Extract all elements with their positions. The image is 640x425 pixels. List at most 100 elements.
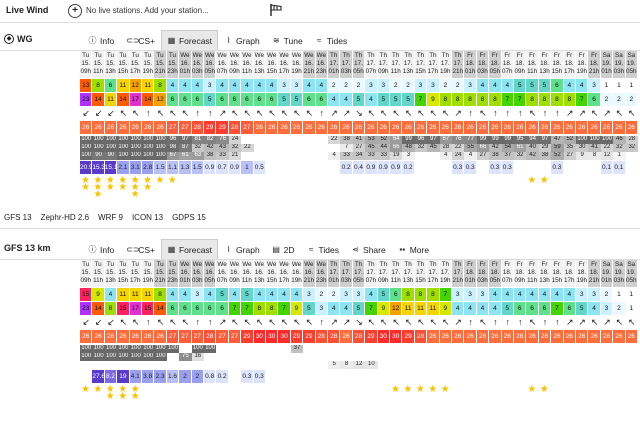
time-days: Fr <box>566 52 573 59</box>
windsock-icon[interactable] <box>269 3 283 17</box>
wind-arrow-icon: ↖ <box>231 108 239 118</box>
tab-2d[interactable]: ▤ 2D <box>266 239 301 260</box>
plus-circle-icon[interactable]: + <box>68 4 82 18</box>
tab-forecast[interactable]: ▦ Forecast <box>160 239 219 259</box>
cloud-cell: 81 <box>191 136 204 144</box>
tab-graph[interactable]: ⌇ Graph <box>218 30 266 51</box>
cloud-cell <box>340 345 353 353</box>
temperature-cell: 26 <box>452 330 465 343</box>
temperature-cell: 26 <box>538 330 552 343</box>
cloud-cell: 21 <box>228 152 242 160</box>
cloud-cell <box>613 353 626 361</box>
wind-arrow-icon: ↖ <box>293 108 301 118</box>
wind-gust-cell: 3 <box>315 302 328 315</box>
tab-cs[interactable]: ⊂⊃ CS+ <box>120 239 161 260</box>
precip-cell <box>414 161 428 174</box>
wind-speed-cell: 12 <box>129 79 142 92</box>
temperature-cell: 29 <box>303 330 316 343</box>
time-header: Tu 15. 11h <box>92 260 105 287</box>
cloud-cell <box>278 152 291 160</box>
cloud-cell <box>228 361 242 369</box>
tab-label: Tides <box>318 244 340 255</box>
model-link[interactable]: Zephr-HD 2.6 <box>40 213 90 222</box>
wind-arrow-icon: ↙ <box>107 108 115 118</box>
cloud-cell: 24 <box>452 152 465 160</box>
temperature-cell: 26 <box>613 330 626 343</box>
time-hours: 21h <box>303 277 315 284</box>
wind-gust-cell: 15 <box>117 302 130 315</box>
model-link[interactable]: GFS 13 <box>4 213 32 222</box>
rating-star-icon: ★ <box>130 182 140 193</box>
tab-tune[interactable]: ≋ Tune <box>266 30 309 51</box>
cloud-cell: 28 <box>625 136 638 144</box>
time-days: We <box>192 52 202 59</box>
wind-arrow-icon: ↖ <box>256 108 264 118</box>
tab-graph[interactable]: ⌇ Graph <box>218 239 266 260</box>
model-link[interactable]: ICON 13 <box>131 213 164 222</box>
temperature-cell: 27 <box>179 121 192 134</box>
cloud-cell <box>315 345 328 353</box>
cloud-cell <box>303 144 316 152</box>
wind-arrow-icon: ↗ <box>603 108 611 118</box>
info-icon: ⓘ <box>88 245 97 254</box>
tab-tides[interactable]: ≈ Tides <box>301 239 345 260</box>
model-link[interactable]: GDPS 15 <box>172 213 206 222</box>
wind-speed-cell: 3 <box>576 288 589 301</box>
wind-speed-cell: 4 <box>290 288 304 301</box>
time-days: Th <box>330 261 338 268</box>
cloud-cell <box>526 353 539 361</box>
time-hours: 23h <box>316 68 327 75</box>
cloud-cell <box>241 345 254 353</box>
time-hours: 11h <box>390 277 401 284</box>
wind-speed-cell: 4 <box>266 79 279 92</box>
cloud-cell: 28 <box>439 144 452 152</box>
tab-cs[interactable]: ⊂⊃ CS+ <box>120 30 161 51</box>
model-link[interactable]: WRF 9 <box>98 213 123 222</box>
cloud-cell <box>613 361 626 369</box>
time-hours: 13h <box>105 68 116 75</box>
time-hours: 19h <box>440 68 451 75</box>
tab-info[interactable]: ⓘ Info <box>82 30 120 51</box>
tab-info[interactable]: ⓘ Info <box>82 239 120 260</box>
time-header: Th 17. 09h <box>377 51 390 78</box>
wind-arrow-icon: ↖ <box>169 317 177 327</box>
wind-arrow-icon: ↘ <box>355 317 363 327</box>
precip-cell <box>427 161 440 174</box>
cloud-cell: 27 <box>476 152 490 160</box>
model-name[interactable]: GFS 13 km <box>4 243 51 253</box>
temperature-cell: 26 <box>489 121 502 134</box>
time-days: We <box>217 52 227 59</box>
wind-arrow-icon: ↖ <box>615 108 624 118</box>
tab-more[interactable]: ▪▪ More <box>392 239 435 260</box>
precip-cell <box>588 370 601 383</box>
wind-arrow-icon: ↖ <box>528 108 537 118</box>
model-name[interactable]: ◆ WG <box>4 34 33 44</box>
wind-speed-cell: 5 <box>538 79 552 92</box>
wind-speed-cell: 2 <box>452 79 465 92</box>
tab-forecast[interactable]: ▦ Forecast <box>160 30 219 50</box>
time-header: Fr 18. 03h <box>476 51 490 78</box>
precip-cell <box>377 370 390 383</box>
time-dates: 15. <box>168 269 177 276</box>
wind-gust-cell: 8 <box>439 93 452 106</box>
time-hours: 07h <box>216 68 228 75</box>
wind-arrow-icon: ↖ <box>404 108 413 118</box>
tab-tides[interactable]: ≈ Tides <box>309 30 353 51</box>
wind-gust-cell: 8 <box>266 302 279 315</box>
time-days: We <box>291 52 302 59</box>
temperature-cell: 26 <box>154 330 167 343</box>
wind-speed-cell: 4 <box>514 288 527 301</box>
add-station-link[interactable]: No live stations. Add your station... <box>86 6 209 15</box>
cloud-cell: 22 <box>452 144 465 152</box>
cloud-cell <box>464 345 477 353</box>
tab-share[interactable]: ⋖ Share <box>345 239 392 260</box>
time-header: Tu 15. 11h <box>92 51 105 78</box>
precip-cell: 0.3 <box>551 161 564 174</box>
cloud-cell <box>576 353 589 361</box>
tab-label: Info <box>100 35 115 46</box>
time-days: Sa <box>615 261 623 268</box>
cloud-cell: 32 <box>191 144 204 152</box>
time-days: Fr <box>553 52 560 59</box>
wind-gust-cell: 5 <box>377 93 390 106</box>
time-days: Th <box>392 261 400 268</box>
